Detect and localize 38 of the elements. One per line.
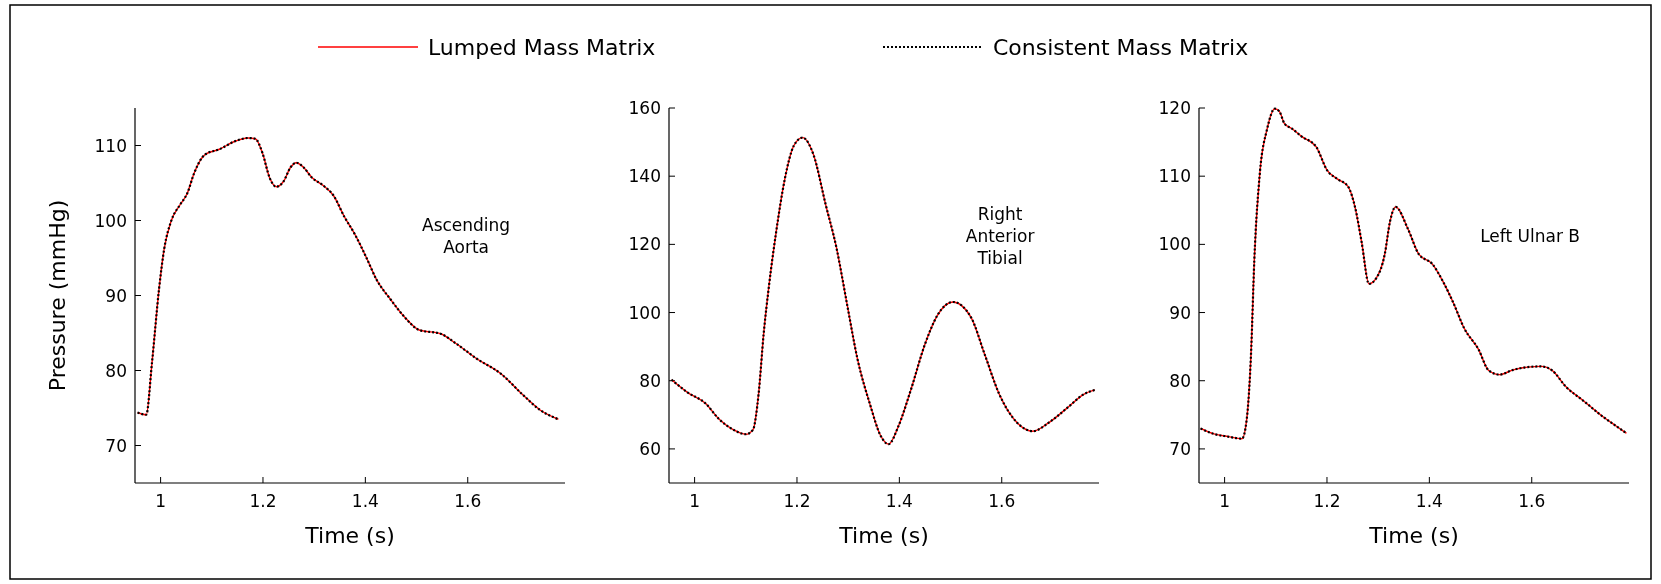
x-tick-label: 1.2 xyxy=(249,491,277,511)
x-tick-label: 1.6 xyxy=(1518,491,1546,511)
y-tick-label: 80 xyxy=(1169,370,1191,391)
y-tick-label: 100 xyxy=(1158,234,1191,255)
x-axis-title: Time (s) xyxy=(1368,523,1459,548)
x-tick-label: 1.4 xyxy=(351,491,379,511)
y-tick-label: 100 xyxy=(628,302,661,323)
y-tick-label: 160 xyxy=(628,98,661,118)
y-tick-label: 140 xyxy=(628,166,661,187)
x-axis-title: Time (s) xyxy=(838,523,929,548)
y-tick-label: 120 xyxy=(1158,98,1191,118)
annotation: Right Anterior Tibial xyxy=(965,203,1035,268)
annotation: Left Ulnar B xyxy=(1480,225,1581,246)
y-tick-label: 90 xyxy=(105,285,127,306)
y-axis-title: Pressure (mmHg) xyxy=(45,199,70,392)
x-tick-label: 1.4 xyxy=(885,491,913,511)
x-tick-label: 1.6 xyxy=(988,491,1016,511)
y-tick-label: 80 xyxy=(639,370,661,391)
x-tick-label: 1.2 xyxy=(1313,491,1341,511)
y-tick-label: 60 xyxy=(639,438,661,459)
x-tick-label: 1.4 xyxy=(1415,491,1443,511)
x-tick-label: 1.6 xyxy=(454,491,482,511)
y-tick-label: 110 xyxy=(94,135,127,156)
annotation: Ascending Aorta xyxy=(422,214,511,257)
y-tick-label: 100 xyxy=(94,210,127,231)
legend-label: Lumped Mass Matrix xyxy=(428,35,656,60)
x-tick-label: 1 xyxy=(1219,491,1231,511)
y-tick-label: 70 xyxy=(105,435,127,456)
y-tick-label: 120 xyxy=(628,234,661,255)
x-axis-title: Time (s) xyxy=(304,523,395,548)
y-tick-label: 80 xyxy=(105,360,127,381)
y-tick-label: 70 xyxy=(1169,438,1191,459)
x-tick-label: 1.2 xyxy=(783,491,811,511)
y-tick-label: 90 xyxy=(1169,302,1191,323)
y-tick-label: 110 xyxy=(1158,166,1191,187)
x-tick-label: 1 xyxy=(689,491,701,511)
x-tick-label: 1 xyxy=(155,491,167,511)
legend-label: Consistent Mass Matrix xyxy=(993,35,1249,60)
